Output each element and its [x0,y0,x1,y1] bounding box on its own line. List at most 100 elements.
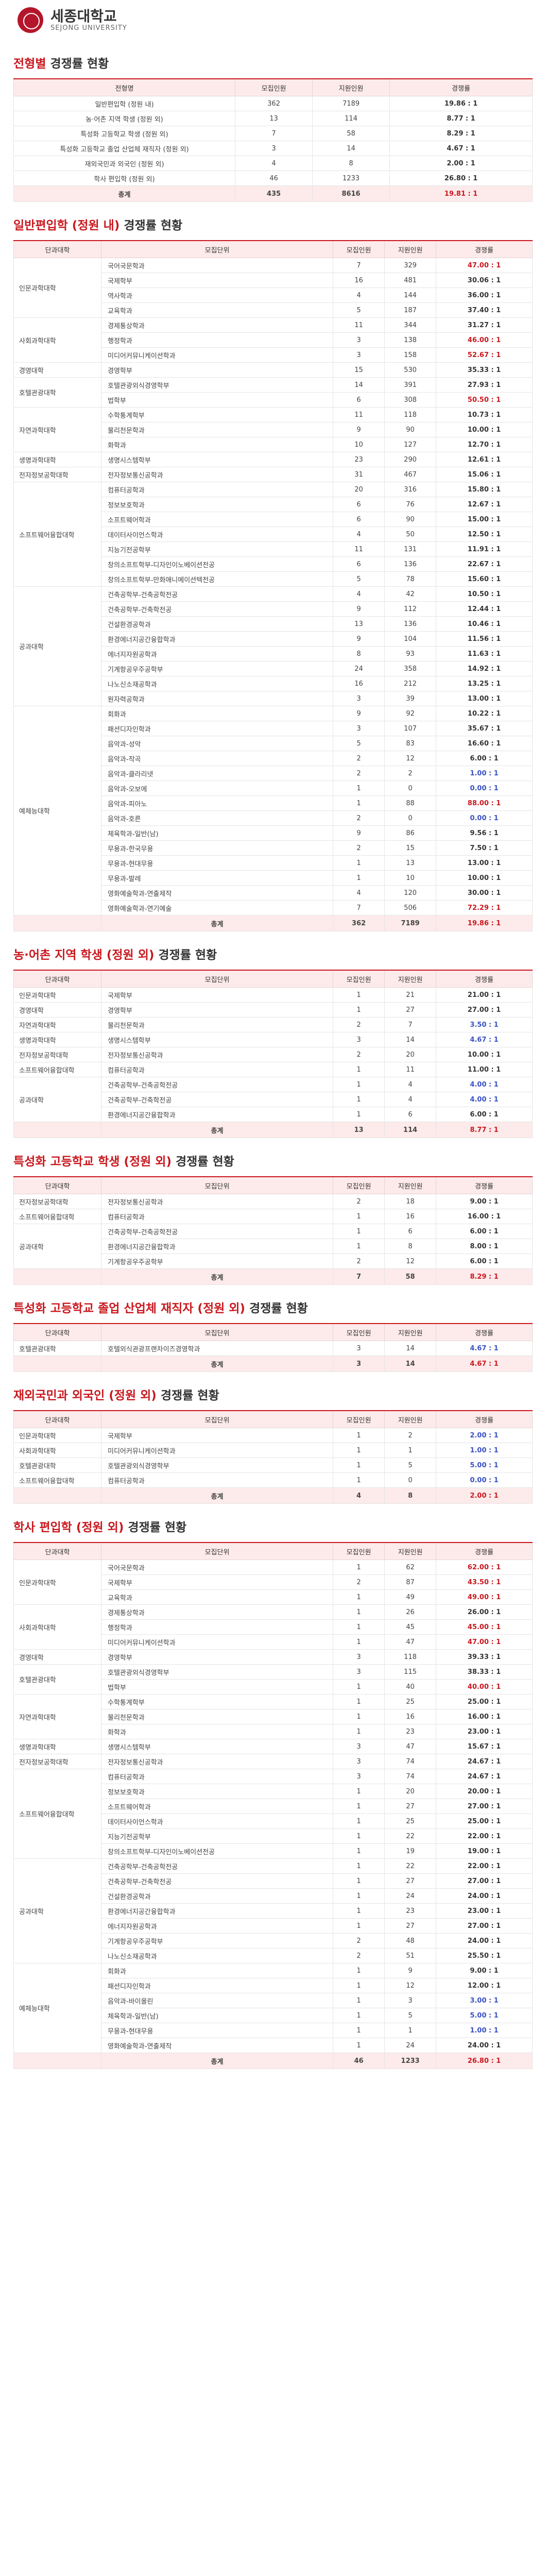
applicants-cell: 90 [384,422,436,437]
applicants-cell: 92 [384,706,436,721]
unit-cell: 교육학과 [101,302,333,318]
ratio-cell: 16.00 : 1 [436,1709,533,1724]
table-row: 물리천문학과 1 16 16.00 : 1 [14,1709,533,1724]
ratio-cell: 31.27 : 1 [436,317,533,333]
total-quota: 362 [333,915,385,931]
ratio-cell: 13.00 : 1 [436,691,533,706]
table-row: 역사학과 4 144 36.00 : 1 [14,287,533,303]
total-applicants: 58 [384,1268,436,1285]
header-unit: 모집단위 [101,970,333,988]
table-row: 공과대학 건축공학부-건축공학전공 4 42 10.50 : 1 [13,586,533,706]
total-ratio: 19.81 : 1 [389,185,533,202]
unit-cell: 건설환경공학과 [101,1888,333,1904]
table-row: 인문과학대학 국제학부 1 21 21.00 : 1 [13,987,533,1003]
quota-cell: 2 [333,766,385,781]
ratio-cell: 6.00 : 1 [436,751,533,766]
unit-cell: 전자정보통신공학과 [101,467,333,482]
summary-row: 학사 편입학 (정원 외) 46 1233 26.80 : 1 [13,171,533,186]
table-row: 행정학과 1 45 45.00 : 1 [14,1619,533,1635]
track-cell: 일반편입학 (정원 내) [13,96,235,111]
unit-cell: 데이터사이언스학과 [101,1814,333,1829]
applicants-cell: 530 [384,362,436,378]
ratio-cell: 16.60 : 1 [436,736,533,751]
unit-cell: 무용과-현대무용 [101,855,333,871]
applicants-cell: 4 [384,1077,436,1092]
competition-section: 재외국민과 외국인 (정원 외) 경쟁률 현황 단과대학 모집단위 모집인원 지원인원 경… [13,1385,533,1504]
quota-cell: 11 [333,541,385,557]
ratio-cell: 47.00 : 1 [436,1634,533,1650]
ratio-cell: 20.00 : 1 [436,1784,533,1799]
college-cell: 호텔관광대학 [13,1341,101,1356]
ratio-cell: 5.00 : 1 [436,1458,533,1473]
applicants-cell: 118 [384,1649,436,1665]
table-row: 패션디자인학과 1 12 12.00 : 1 [14,1978,533,1993]
total-quota: 4 [333,1487,385,1504]
university-logo[interactable]: 세종대학교 SEJONG UNIVERSITY [13,0,533,40]
ratio-cell: 36.00 : 1 [436,287,533,303]
unit-cell: 영화예술학과-연출제작 [101,885,333,901]
header-applicants: 지원인원 [384,970,436,988]
unit-cell: 소프트웨어학과 [101,1799,333,1814]
ratio-cell: 22.67 : 1 [436,556,533,572]
quota-cell: 2 [333,751,385,766]
college-cell: 공과대학 [13,586,101,706]
unit-cell: 환경에너지공간융합학과 [101,631,333,647]
unit-cell: 경영학부 [101,362,333,378]
applicants-cell: 22 [384,1858,436,1874]
total-spacer [13,1268,101,1285]
ratio-cell: 3.50 : 1 [436,1017,533,1032]
header-quota: 모집인원 [333,1542,385,1560]
unit-cell: 물리천문학과 [101,1709,333,1724]
table-row: 예체능대학 회화과 1 9 9.00 : 1 [13,1963,533,2053]
ratio-cell: 24.67 : 1 [436,1754,533,1769]
applicants-cell: 136 [384,556,436,572]
competition-section: 특성화 고등학교 졸업 산업체 재직자 (정원 외) 경쟁률 현황 단과대학 모집단… [13,1298,533,1372]
total-applicants: 8616 [312,185,390,202]
track-cell: 특성화 고등학교 졸업 산업체 재직자 (정원 외) [13,141,235,156]
ratio-cell: 25.00 : 1 [436,1694,533,1709]
header-unit: 모집단위 [101,1176,333,1194]
quota-cell: 6 [333,556,385,572]
total-label: 총계 [13,185,235,202]
logo-name-en: SEJONG UNIVERSITY [50,24,127,32]
college-cell: 예체능대학 [13,706,101,916]
unit-cell: 호텔관광외식경영학부 [101,1664,333,1680]
table-row: 전자정보공학대학 전자정보통신공학과 31 467 15.06 : 1 [13,467,533,482]
table-row: 화학과 10 127 12.70 : 1 [14,437,533,452]
college-cell: 사회과학대학 [13,1443,101,1458]
competition-table: 단과대학 모집단위 모집인원 지원인원 경쟁률 인문과학대학 국어국문학과 1 62 62.00 … [13,1542,533,2069]
quota-cell: 4 [333,287,385,303]
applicants-cell: 467 [384,467,436,482]
ratio-cell: 6.00 : 1 [436,1224,533,1239]
section-title: 일반편입학 (정원 내) 경쟁률 현황 [13,219,183,232]
section-title: 농·어촌 지역 학생 (정원 외) 경쟁률 현황 [13,948,217,962]
header-ratio: 경쟁률 [436,1323,533,1341]
quota-cell: 6 [333,512,385,527]
table-row: 호텔관광대학 호텔관광외식경영학부 14 391 27.93 : 1 [13,377,533,408]
ratio-cell: 23.00 : 1 [436,1903,533,1919]
applicants-cell: 49 [384,1589,436,1605]
quota-cell: 9 [333,631,385,647]
quota-cell: 15 [333,362,385,378]
track-cell: 특성화 고등학교 학생 (정원 외) [13,126,235,141]
unit-cell: 호텔관광외식경영학부 [101,1458,333,1473]
ratio-cell: 88.00 : 1 [436,795,533,811]
table-row: 사회과학대학 미디어커뮤니케이션학과 1 1 1.00 : 1 [13,1443,533,1458]
total-spacer [13,915,101,931]
quota-cell: 1 [333,1560,385,1575]
unit-cell: 지능기전공학부 [101,541,333,557]
table-row: 호텔관광대학 호텔관광외식경영학부 1 5 5.00 : 1 [13,1458,533,1473]
table-row: 공과대학 건축공학부-건축공학전공 1 22 22.00 : 1 [13,1858,533,1963]
applicants-cell: 187 [384,302,436,318]
ratio-cell: 30.06 : 1 [436,273,533,288]
total-applicants: 114 [384,1122,436,1138]
ratio-cell: 24.00 : 1 [436,1933,533,1948]
applicants-cell: 18 [384,1194,436,1209]
table-row: 건축공학부-건축학전공 1 4 4.00 : 1 [14,1092,533,1107]
college-cell: 생명과학대학 [13,452,101,467]
header-college: 단과대학 [13,970,101,988]
total-label: 총계 [101,915,333,931]
table-row: 경영대학 경영학부 15 530 35.33 : 1 [13,362,533,378]
applicants-cell: 10 [384,870,436,886]
unit-cell: 무용과-한국무용 [101,840,333,856]
